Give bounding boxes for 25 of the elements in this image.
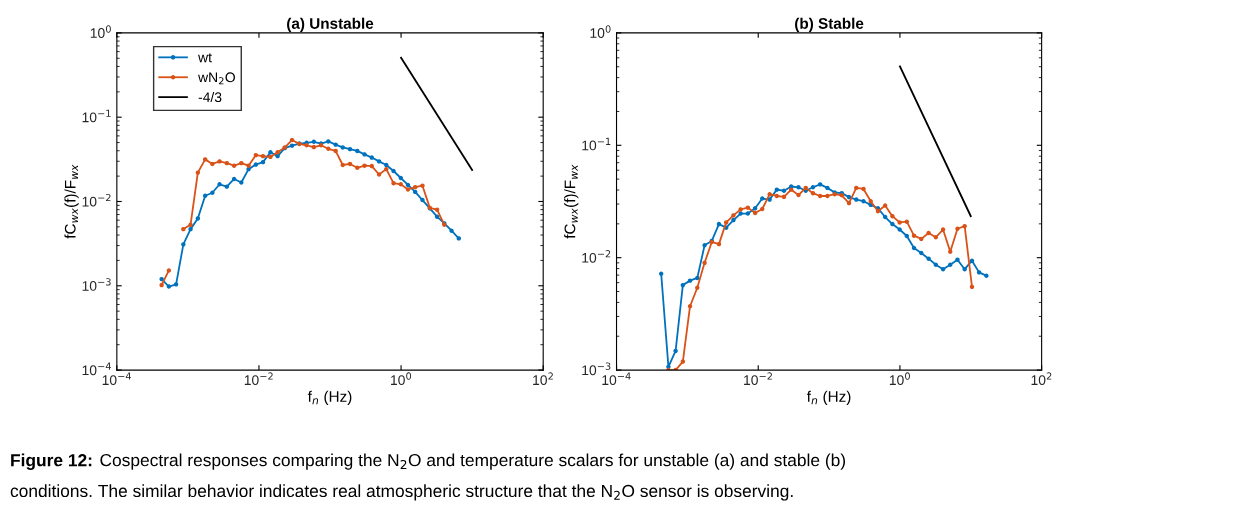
x-tick-label: 10$^{2}$ bbox=[533, 372, 553, 386]
x-tick-label: 10$^{−2}$ bbox=[244, 372, 273, 386]
caption: Figure 12: bbox=[11, 453, 92, 470]
chart-title: (a) Unstable bbox=[287, 17, 374, 32]
y-tick-label: 10$^{0}$ bbox=[590, 25, 611, 38]
legend-label: wN$_{2}$O bbox=[198, 72, 235, 85]
y-tick-label: 10$^{−1}$ bbox=[82, 109, 111, 123]
y-tick-label: 10$^{−3}$ bbox=[82, 278, 111, 291]
y-tick-label: 10$^{−1}$ bbox=[582, 137, 611, 151]
x-axis-title: f$_{n}$ (Hz) bbox=[806, 390, 851, 405]
x-tick-label: 10$^{0}$ bbox=[391, 372, 412, 386]
y-tick-label: 10$^{0}$ bbox=[90, 25, 111, 38]
y-tick-label: 10$^{−2}$ bbox=[82, 193, 111, 207]
legend-label: -4/3 bbox=[198, 91, 222, 103]
legend-label: wt bbox=[198, 53, 212, 63]
y-axis-title: fC$_{wx}$(f)/F$_{wx}$ bbox=[64, 164, 79, 239]
text: Cospectral responses comparing the N$_{2}$O and temperature scalars for unstable (a) and stable (b) bbox=[100, 453, 846, 470]
x-tick-label: 10$^{2}$ bbox=[1031, 372, 1052, 386]
x-tick-label: 10$^{−2}$ bbox=[744, 372, 772, 386]
chart-title: (b) Stable bbox=[795, 17, 864, 32]
y-tick-label: 10$^{−2}$ bbox=[582, 250, 611, 263]
x-axis-title: f$_{n}$ (Hz) bbox=[307, 390, 352, 405]
text: conditions. The similar behavior indicates real atmospheric structure that the N$_{2}$O sensor is observing. bbox=[10, 484, 793, 501]
x-tick-label: 10$^{0}$ bbox=[889, 372, 910, 386]
y-axis-title: fC$_{wx}$(f)/F$_{wx}$ bbox=[564, 164, 579, 239]
